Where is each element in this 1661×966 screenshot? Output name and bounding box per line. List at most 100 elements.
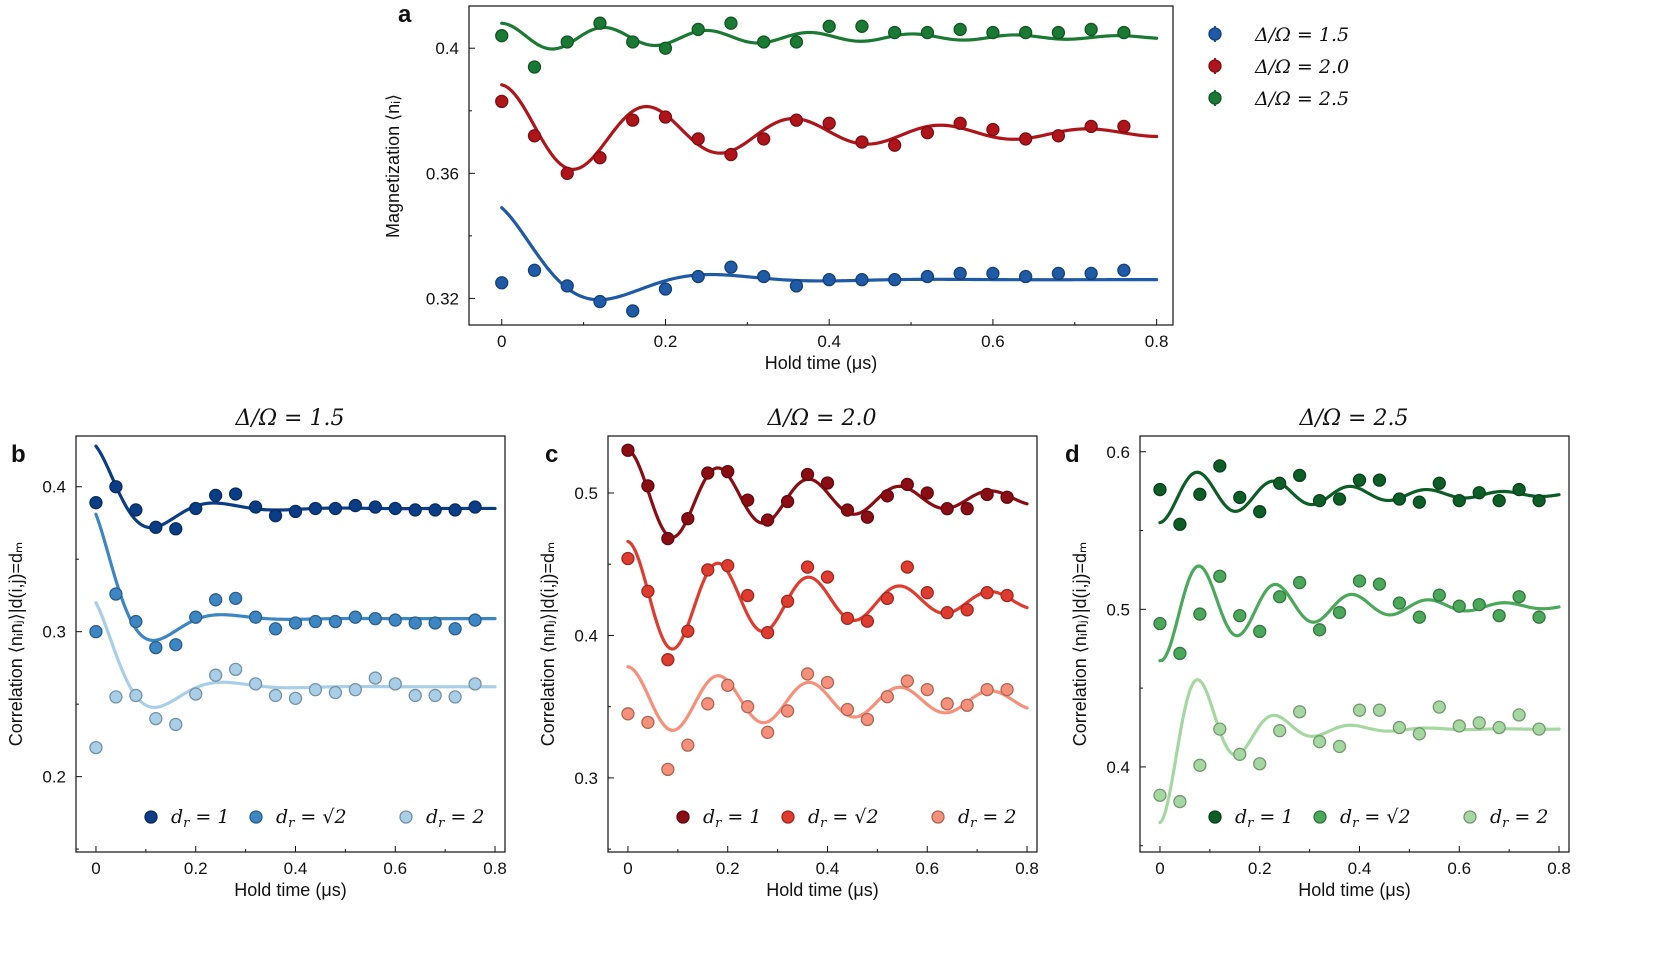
data-point xyxy=(800,667,815,681)
data-point xyxy=(1019,132,1033,146)
legend-marker xyxy=(249,810,263,824)
data-point xyxy=(820,570,835,584)
legend: dr = 1 dr = √2 dr = 2 xyxy=(144,806,484,831)
data-point xyxy=(1173,646,1187,661)
legend-label: Δ/Ω = 1.5 xyxy=(1254,24,1349,46)
data-point xyxy=(428,616,442,630)
data-point xyxy=(1000,490,1014,504)
y-tick-label: 0.36 xyxy=(426,164,459,183)
data-point xyxy=(468,613,482,627)
x-axis-label: Hold time (μs) xyxy=(1298,880,1410,900)
data-point xyxy=(920,682,934,697)
data-point xyxy=(448,622,462,636)
data-point xyxy=(228,662,243,677)
data-point xyxy=(527,129,542,143)
legend-label: dr = √2 xyxy=(1340,806,1411,831)
x-tick-label: 0.2 xyxy=(184,859,208,878)
legend-marker xyxy=(399,810,413,824)
data-point xyxy=(1233,747,1247,761)
data-point xyxy=(328,501,343,516)
data-point xyxy=(1512,708,1526,722)
data-point xyxy=(1432,700,1446,714)
data-point xyxy=(1117,263,1131,277)
data-point xyxy=(348,610,362,624)
data-point xyxy=(169,717,183,732)
data-point xyxy=(1173,517,1187,531)
data-point xyxy=(248,610,263,624)
data-point xyxy=(780,704,795,718)
data-point xyxy=(268,688,283,703)
data-point xyxy=(855,135,869,149)
data-point xyxy=(129,688,143,703)
data-point xyxy=(149,640,163,655)
data-point xyxy=(560,166,574,180)
data-point xyxy=(626,113,640,127)
data-point xyxy=(1512,590,1526,604)
x-tick-label: 0.6 xyxy=(915,859,939,878)
data-point xyxy=(840,503,855,517)
data-point xyxy=(428,688,442,703)
data-point xyxy=(701,466,715,480)
data-point xyxy=(888,273,902,287)
data-point xyxy=(189,610,203,624)
data-point xyxy=(209,668,223,682)
legend-marker xyxy=(931,810,945,824)
data-point xyxy=(1452,719,1466,733)
data-point xyxy=(953,116,967,130)
data-point xyxy=(920,25,935,40)
data-point xyxy=(760,725,775,739)
legend-label: dr = 1 xyxy=(171,806,229,831)
data-point xyxy=(560,35,574,49)
legend-marker xyxy=(1313,810,1327,824)
x-tick-label: 0.4 xyxy=(817,332,841,351)
data-point xyxy=(89,625,103,639)
y-axis-label: Correlation ⟨nᵢnⱼ⟩|d(i,j)=dₘ xyxy=(6,542,26,747)
x-tick-label: 0.4 xyxy=(816,859,840,878)
data-point xyxy=(1193,487,1207,501)
data-point xyxy=(855,273,869,287)
data-point xyxy=(209,593,223,607)
axes-frame xyxy=(468,5,1174,326)
data-point xyxy=(1352,473,1367,487)
data-point xyxy=(328,614,343,629)
legend-marker xyxy=(1208,59,1222,73)
data-point xyxy=(408,503,422,517)
data-point xyxy=(468,677,482,691)
data-point xyxy=(1352,703,1367,717)
data-point xyxy=(757,132,771,146)
data-point xyxy=(780,494,795,509)
data-point xyxy=(986,266,1000,281)
data-point xyxy=(920,126,935,140)
data-point xyxy=(1372,577,1387,591)
y-axis-label: Magnetization ⟨nᵢ⟩ xyxy=(383,94,403,238)
x-axis-label: Hold time (μs) xyxy=(766,880,878,900)
x-tick-label: 0.8 xyxy=(1547,859,1571,878)
data-point xyxy=(109,587,123,601)
legend-label: dr = 1 xyxy=(703,806,761,831)
legend-marker xyxy=(144,810,158,824)
data-point xyxy=(741,588,755,603)
data-point xyxy=(1213,459,1227,473)
data-point xyxy=(1332,605,1347,620)
data-point xyxy=(1253,504,1267,519)
data-point xyxy=(1312,623,1327,637)
data-point xyxy=(621,443,635,457)
data-point xyxy=(408,616,422,630)
data-point xyxy=(681,624,695,638)
legend: dr = 1 dr = √2 dr = 2 xyxy=(1208,806,1548,831)
data-point xyxy=(1492,493,1506,508)
legend-marker xyxy=(676,810,690,824)
data-point xyxy=(593,294,607,309)
data-point xyxy=(789,113,804,127)
x-tick-label: 0.2 xyxy=(1248,859,1272,878)
data-point xyxy=(348,498,362,513)
data-point xyxy=(940,697,954,711)
data-point xyxy=(1233,490,1247,505)
data-point xyxy=(1472,486,1486,500)
data-point xyxy=(308,683,323,697)
legend-marker xyxy=(1208,810,1222,824)
data-point xyxy=(388,677,402,691)
y-axis-label: Correlation ⟨nᵢnⱼ⟩|d(i,j)=dₘ xyxy=(538,542,558,747)
data-point xyxy=(953,22,967,37)
data-point xyxy=(960,603,974,617)
